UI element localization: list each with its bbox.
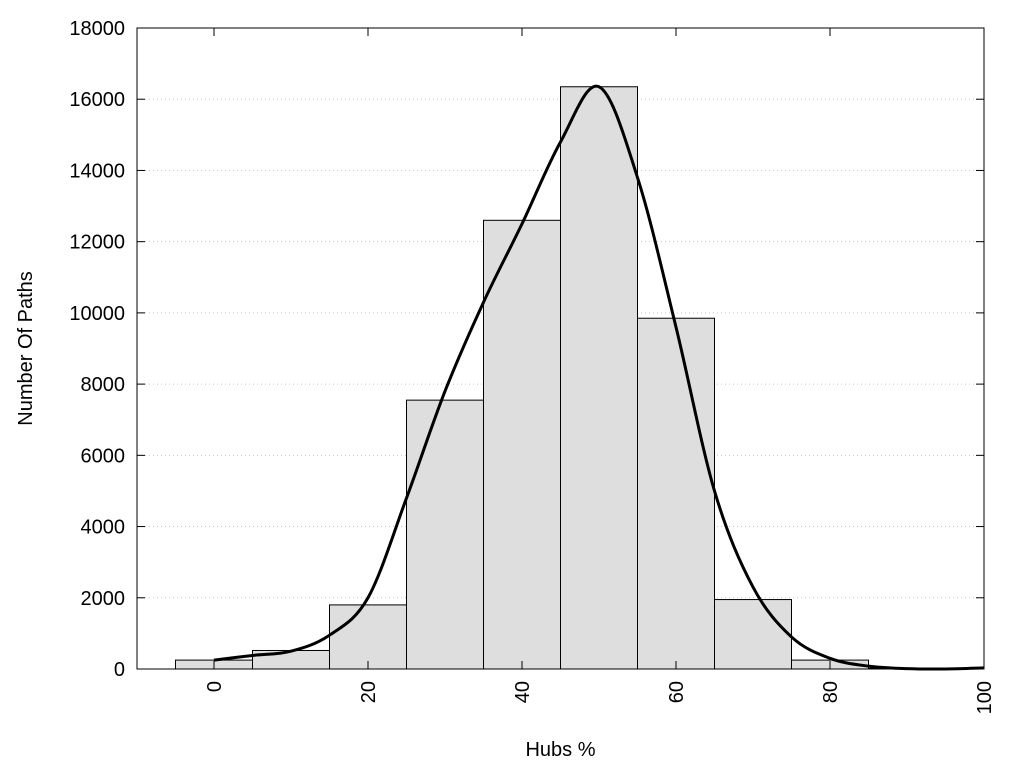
bars: [175, 86, 946, 670]
x-tick-label: 80: [820, 681, 842, 703]
histogram-bar: [560, 86, 638, 670]
plot-frame: [136, 27, 985, 670]
y-tick-label: 10000: [69, 303, 125, 325]
x-tick-label: 0: [204, 681, 226, 692]
y-axis-ticks: 0 2000 4000 6000 8000 10000 12000 14000 16000 180…: [69, 18, 984, 681]
y-tick-label: 18000: [69, 18, 125, 40]
x-tick-label: 60: [666, 681, 688, 703]
histogram-bar: [483, 219, 561, 670]
x-tick-label: 40: [512, 681, 534, 703]
histogram-bar: [329, 604, 407, 670]
x-tick-label: 100: [974, 681, 996, 714]
y-tick-label: 2000: [81, 588, 126, 610]
x-axis-label: Hubs %: [525, 739, 595, 761]
y-axis-label: Number Of Paths: [15, 271, 37, 426]
histogram-bar: [714, 599, 792, 670]
y-tick-label: 14000: [69, 160, 125, 182]
histogram-bar: [406, 399, 484, 670]
density-curve-layer: [213, 84, 985, 671]
histogram-bar: [637, 317, 715, 670]
y-tick-label: 6000: [81, 445, 126, 467]
x-axis-ticks: 0 20 40 60 80 100: [204, 28, 996, 714]
y-tick-label: 12000: [69, 232, 125, 254]
x-tick-label: 20: [358, 681, 380, 703]
y-tick-label: 4000: [81, 517, 126, 539]
y-tick-label: 8000: [81, 374, 126, 396]
density-curve: [213, 84, 985, 671]
y-tick-label: 16000: [69, 89, 125, 111]
y-tick-label: 0: [114, 659, 125, 681]
